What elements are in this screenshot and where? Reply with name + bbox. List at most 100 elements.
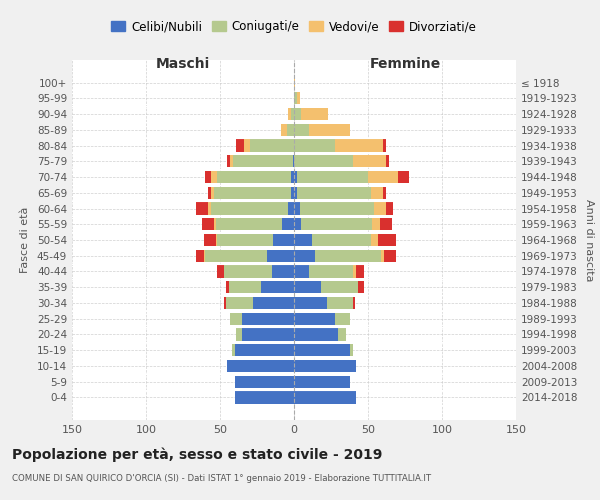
Bar xyxy=(398,171,409,183)
Bar xyxy=(268,250,294,262)
Bar xyxy=(338,328,346,340)
Bar xyxy=(217,234,273,246)
Bar xyxy=(217,266,224,278)
Bar xyxy=(214,186,291,199)
Bar xyxy=(294,155,353,168)
Bar xyxy=(242,328,294,340)
Bar xyxy=(291,171,294,183)
Bar xyxy=(294,171,297,183)
Bar xyxy=(294,108,301,120)
Bar xyxy=(224,266,272,278)
Bar xyxy=(353,155,386,168)
Text: Femmine: Femmine xyxy=(370,58,440,71)
Bar xyxy=(294,140,335,151)
Bar xyxy=(226,281,229,293)
Bar xyxy=(242,312,294,325)
Bar xyxy=(229,281,262,293)
Bar xyxy=(315,250,382,262)
Bar xyxy=(232,344,235,356)
Bar xyxy=(350,344,353,356)
Bar xyxy=(214,218,215,230)
Bar xyxy=(384,250,396,262)
Bar xyxy=(386,202,393,214)
Bar xyxy=(293,155,294,168)
Bar xyxy=(297,186,371,199)
Bar xyxy=(196,202,208,214)
Bar xyxy=(294,202,300,214)
Text: Maschi: Maschi xyxy=(156,58,210,71)
Bar xyxy=(294,250,315,262)
Bar xyxy=(335,312,350,325)
Bar xyxy=(380,218,392,230)
Bar xyxy=(227,155,230,168)
Bar xyxy=(215,234,217,246)
Bar xyxy=(294,186,297,199)
Bar xyxy=(211,202,288,214)
Y-axis label: Anni di nascita: Anni di nascita xyxy=(584,198,594,281)
Bar xyxy=(291,186,294,199)
Bar xyxy=(230,312,242,325)
Bar xyxy=(353,266,356,278)
Bar xyxy=(368,171,398,183)
Bar xyxy=(235,344,294,356)
Bar xyxy=(262,281,294,293)
Bar xyxy=(211,171,217,183)
Bar xyxy=(250,140,294,151)
Bar xyxy=(288,202,294,214)
Bar xyxy=(353,297,355,309)
Bar xyxy=(235,376,294,388)
Bar xyxy=(294,392,356,404)
Bar xyxy=(204,234,215,246)
Y-axis label: Fasce di età: Fasce di età xyxy=(20,207,30,273)
Bar xyxy=(244,140,250,151)
Bar xyxy=(301,108,328,120)
Bar xyxy=(335,140,383,151)
Bar xyxy=(196,250,204,262)
Bar xyxy=(309,124,350,136)
Bar xyxy=(294,124,309,136)
Bar xyxy=(371,234,379,246)
Bar xyxy=(224,297,226,309)
Bar xyxy=(294,360,356,372)
Bar xyxy=(230,155,233,168)
Bar xyxy=(386,155,389,168)
Bar xyxy=(208,202,211,214)
Bar xyxy=(236,328,242,340)
Bar xyxy=(320,281,358,293)
Bar xyxy=(291,108,294,120)
Bar xyxy=(300,202,374,214)
Bar xyxy=(356,266,364,278)
Bar xyxy=(204,250,205,262)
Bar xyxy=(227,360,294,372)
Bar xyxy=(309,266,353,278)
Bar xyxy=(326,297,353,309)
Bar xyxy=(294,376,350,388)
Bar xyxy=(205,171,211,183)
Bar xyxy=(358,281,364,293)
Bar xyxy=(294,266,309,278)
Bar xyxy=(371,186,383,199)
Bar xyxy=(282,218,294,230)
Bar xyxy=(215,218,282,230)
Legend: Celibi/Nubili, Coniugati/e, Vedovi/e, Divorziati/e: Celibi/Nubili, Coniugati/e, Vedovi/e, Di… xyxy=(106,16,482,38)
Bar xyxy=(287,124,294,136)
Bar xyxy=(236,140,244,151)
Text: COMUNE DI SAN QUIRICO D'ORCIA (SI) - Dati ISTAT 1° gennaio 2019 - Elaborazione T: COMUNE DI SAN QUIRICO D'ORCIA (SI) - Dat… xyxy=(12,474,431,483)
Bar xyxy=(297,92,300,104)
Bar xyxy=(294,234,312,246)
Bar xyxy=(297,171,368,183)
Bar xyxy=(211,186,214,199)
Bar xyxy=(294,297,326,309)
Bar xyxy=(379,234,396,246)
Bar xyxy=(226,297,253,309)
Bar xyxy=(294,281,320,293)
Bar xyxy=(272,266,294,278)
Bar xyxy=(383,186,386,199)
Bar xyxy=(253,297,294,309)
Bar xyxy=(294,344,350,356)
Bar xyxy=(288,108,291,120)
Bar xyxy=(233,155,293,168)
Bar xyxy=(235,392,294,404)
Bar xyxy=(202,218,214,230)
Bar xyxy=(301,218,373,230)
